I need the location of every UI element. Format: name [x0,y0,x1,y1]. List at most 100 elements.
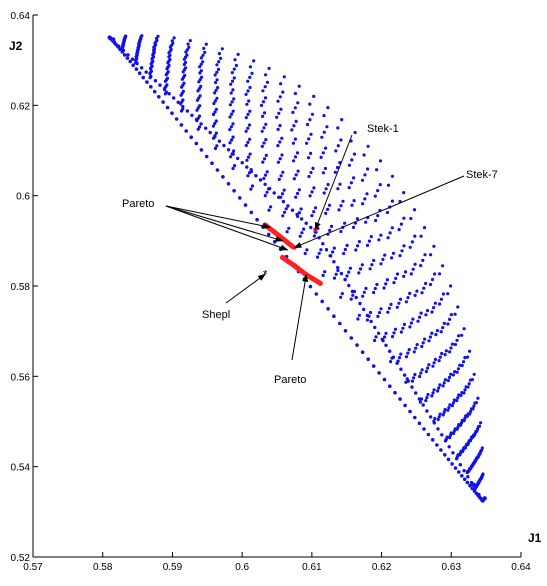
attainable-point [293,91,297,96]
attainable-point [453,312,457,316]
attainable-point [322,114,326,118]
attainable-point [423,337,427,341]
attainable-point [350,203,354,207]
attainable-point [347,283,351,288]
attainable-point [118,47,122,51]
attainable-point [469,407,474,411]
attainable-point [462,477,467,482]
attainable-point [448,403,452,407]
attainable-point [430,438,435,442]
pareto-segment-2 [280,255,323,286]
attainable-point [195,108,199,112]
attainable-point [336,268,340,273]
attainable-point [282,188,286,192]
attainable-point [211,124,215,128]
attainable-point [384,331,388,335]
attainable-point [263,182,267,186]
attainable-point [276,127,280,131]
attainable-point [232,149,236,153]
attainable-point [321,273,325,277]
attainable-point [441,326,445,330]
attainable-point [434,333,438,337]
attainable-point [297,188,301,192]
attainable-point [430,277,435,282]
attainable-point [449,372,453,376]
attainable-point [280,136,284,140]
attainable-point [158,83,162,87]
attainable-point [448,317,452,321]
attainable-point [414,391,418,395]
attainable-point [479,421,483,425]
attainable-point [408,409,412,414]
attainable-point [452,398,456,402]
attainable-point [204,126,208,130]
attainable-point [390,335,395,339]
attainable-point [461,360,466,364]
attainable-point [357,240,361,244]
attainable-point [324,146,328,150]
attainable-point [456,396,460,400]
attainable-point [262,176,266,181]
attainable-point [439,448,443,452]
attainable-point [412,376,416,380]
attainable-point [305,141,309,145]
attainable-point [421,258,425,262]
attainable-point [402,322,406,326]
x-tick-label: 0.57 [23,562,43,573]
attainable-point [441,384,445,388]
attainable-point [229,125,233,129]
attainable-point [400,249,404,253]
attainable-point [306,156,311,160]
annotation-arrow [165,205,271,229]
attainable-point [230,71,234,75]
attainable-point [319,155,323,159]
attainable-point [332,246,336,250]
attainable-point [331,250,335,254]
attainable-point [339,295,343,299]
attainable-point [310,214,314,218]
attainable-point [293,155,298,159]
attainable-point [374,335,378,339]
attainable-point [460,474,464,478]
attainable-point [231,166,235,171]
attainable-point [451,451,455,455]
attainable-point [208,130,212,135]
attainable-point [211,112,216,117]
attainable-point [385,210,390,215]
y-tick-label: 0.56 [11,372,31,383]
attainable-point [428,282,433,287]
attainable-point [290,208,295,212]
attainable-point [315,255,320,259]
attainable-point [305,122,310,127]
attainable-point [429,253,433,257]
attainable-point [418,374,422,379]
attainable-point [261,114,265,118]
attainable-point [181,70,185,74]
attainable-point [332,276,337,280]
attainable-point [339,229,343,234]
attainable-point [267,232,271,237]
attainable-point [472,404,476,408]
attainable-point [187,45,191,50]
attainable-point [432,361,436,365]
x-tick-label: 0.6 [235,562,249,573]
attainable-point [234,63,238,68]
attainable-point [312,186,316,190]
attainable-point [277,177,281,181]
attainable-point [267,208,271,212]
attainable-point [148,66,153,71]
attainable-point [164,73,168,77]
attainable-point [442,321,446,325]
attainable-point [333,170,337,174]
attainable-point [438,383,442,387]
attainable-point [199,148,204,152]
attainable-point [424,369,428,374]
attainable-point [249,187,253,191]
annotation-arrow [165,205,284,242]
attainable-point [447,406,451,410]
attainable-point [365,318,369,322]
attainable-point [446,379,450,383]
attainable-point [358,267,363,271]
attainable-point [214,107,218,111]
